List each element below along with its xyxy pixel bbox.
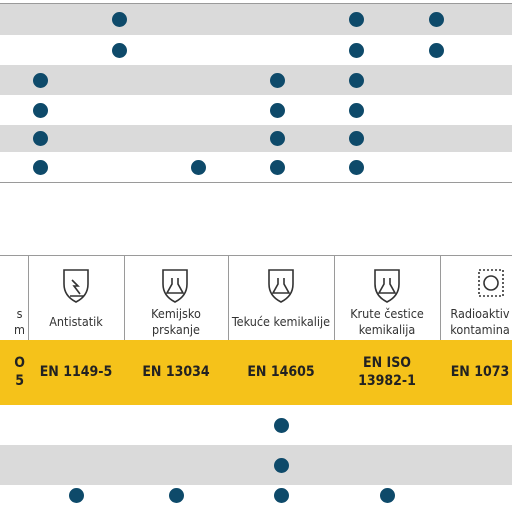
- dot: [348, 159, 364, 175]
- dot: [348, 102, 364, 118]
- radioactive-symbol: [483, 275, 499, 291]
- dot: [428, 42, 444, 58]
- table-cell: [440, 485, 512, 512]
- dot: [348, 42, 364, 58]
- table-cell: [157, 65, 238, 96]
- table-cell: [28, 405, 125, 446]
- dot: [32, 72, 48, 88]
- standard-label: EN ISO 13982-1: [358, 355, 416, 389]
- dot: [32, 102, 48, 118]
- table-cell: [0, 152, 80, 183]
- dot: [348, 11, 364, 27]
- table-cell: [124, 445, 229, 486]
- flask: [377, 278, 397, 294]
- header-label: Kemijsko prskanje: [151, 306, 201, 337]
- dot: [273, 488, 289, 503]
- dot: [348, 131, 364, 146]
- dot: [111, 42, 127, 58]
- chemical-icon: [374, 269, 400, 303]
- dot: [269, 102, 285, 118]
- dot: [111, 11, 127, 27]
- table-cell: [334, 445, 441, 486]
- table-cell: [79, 152, 158, 183]
- standard-label: EN 1149-5: [39, 363, 113, 380]
- table-cell: [79, 65, 158, 96]
- standard-label: EN 14605: [247, 363, 315, 380]
- dot: [348, 72, 364, 88]
- radioactive-icon: [478, 269, 504, 297]
- dot: [68, 488, 84, 503]
- dot: [428, 11, 444, 27]
- standard-label: O 5: [14, 355, 25, 389]
- table-cell: [475, 35, 512, 66]
- dot: [269, 131, 285, 146]
- chemical-icon: [268, 269, 294, 303]
- chemical-icon: [162, 269, 188, 303]
- header-label: Krute čestice kemikalija: [350, 306, 424, 337]
- standard-cell: [28, 340, 125, 406]
- dot: [379, 488, 395, 503]
- dot: [273, 417, 289, 433]
- antistatic-icon: [63, 269, 89, 303]
- standard-label: EN 13034: [142, 363, 210, 380]
- dot: [32, 159, 48, 175]
- dot: [273, 457, 289, 473]
- table-cell: [157, 125, 238, 153]
- table-cell: [0, 3, 80, 36]
- dot: [32, 131, 48, 146]
- header-label: Tekuće kemikalije: [231, 314, 331, 330]
- table-cell: [157, 95, 238, 126]
- dot: [190, 159, 206, 175]
- standard-cell: [334, 340, 441, 406]
- dot: [168, 488, 184, 503]
- dot: [269, 159, 285, 175]
- table-cell: [0, 445, 29, 486]
- table-cell: [237, 35, 316, 66]
- header-label: s m: [14, 306, 25, 337]
- antistatic-symbol: [70, 279, 84, 297]
- header-label: Antistatik: [49, 314, 103, 330]
- standard-label: EN 1073: [450, 363, 510, 380]
- standard-cell: [124, 340, 229, 406]
- header-label: Radioaktiv kontamina: [450, 306, 510, 337]
- flask: [271, 278, 291, 294]
- standard-cell: [440, 340, 512, 406]
- dot: [269, 72, 285, 88]
- flask: [165, 278, 185, 294]
- table-cell: [475, 152, 512, 183]
